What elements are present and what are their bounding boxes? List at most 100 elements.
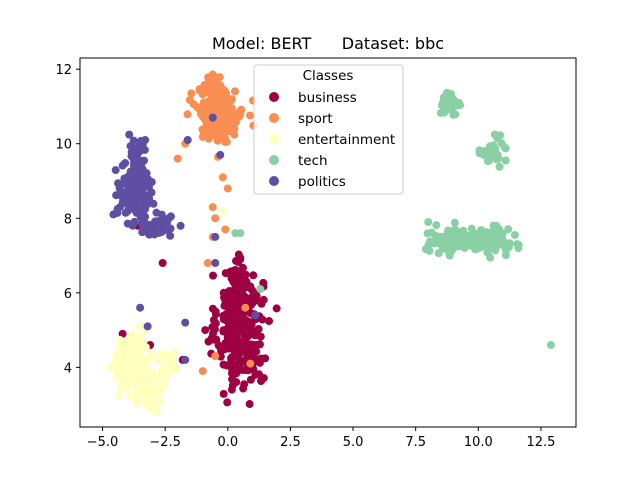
data-point-sport — [204, 76, 213, 85]
data-point-sport — [246, 359, 255, 368]
data-point-business — [221, 296, 230, 305]
data-point-business — [241, 334, 250, 343]
data-point-business — [244, 366, 253, 375]
data-point-entertainment — [168, 360, 177, 369]
data-point-politics — [181, 318, 190, 327]
data-point-business — [226, 304, 235, 313]
data-point-sport — [213, 136, 222, 145]
data-point-entertainment — [153, 374, 162, 383]
data-point-tech — [510, 230, 519, 239]
data-point-tech — [236, 229, 245, 238]
data-point-sport — [187, 89, 196, 98]
data-point-entertainment — [155, 396, 164, 405]
data-point-politics — [128, 186, 137, 195]
legend-marker-politics — [269, 176, 279, 186]
data-point-tech — [444, 226, 453, 235]
data-point-tech — [472, 239, 481, 248]
data-point-business — [251, 370, 260, 379]
data-point-sport — [235, 107, 244, 116]
data-point-business — [232, 287, 241, 296]
data-point-business — [259, 295, 268, 304]
data-point-business — [254, 325, 263, 334]
data-point-tech — [483, 230, 491, 239]
data-point-entertainment — [160, 380, 169, 389]
points-layer — [106, 70, 555, 416]
data-point-politics — [127, 152, 136, 161]
data-point-business — [252, 357, 261, 366]
data-point-business — [272, 304, 281, 313]
data-point-business — [265, 317, 274, 326]
data-point-entertainment — [140, 384, 149, 393]
legend-marker-business — [269, 92, 279, 102]
chart-title: Model: BERT Dataset: bbc — [212, 34, 444, 53]
data-point-entertainment — [123, 350, 132, 359]
x-tick-label: 7.5 — [405, 435, 426, 450]
data-point-tech — [493, 241, 502, 250]
data-point-entertainment — [136, 332, 145, 341]
data-point-sport — [204, 134, 213, 143]
data-point-sport — [217, 90, 226, 99]
data-point-politics — [140, 145, 149, 154]
data-point-tech — [443, 88, 452, 97]
data-point-business — [224, 343, 233, 352]
x-tick-label: 2.5 — [280, 435, 301, 450]
y-tick-label: 6 — [64, 287, 72, 302]
legend: Classes business sport entertainment tech po… — [253, 64, 404, 195]
data-point-tech — [493, 134, 502, 143]
data-point-entertainment — [152, 404, 161, 413]
data-point-tech — [426, 237, 435, 246]
data-point-tech — [443, 96, 452, 105]
data-point-business — [224, 323, 233, 332]
data-point-tech — [465, 239, 474, 248]
data-point-business — [243, 351, 252, 360]
data-point-business — [252, 291, 261, 300]
data-point-tech — [483, 248, 492, 257]
data-point-sport — [203, 125, 212, 134]
legend-title: Classes — [303, 68, 354, 84]
data-point-sport — [223, 184, 232, 193]
data-point-tech — [482, 239, 491, 248]
data-point-politics — [152, 223, 161, 232]
data-point-entertainment — [156, 350, 165, 359]
data-point-sport — [211, 352, 220, 361]
legend-entries: business sport entertainment tech politics — [269, 90, 395, 190]
x-tick-label: 5.0 — [343, 435, 364, 450]
data-point-entertainment — [115, 392, 124, 401]
data-point-politics — [141, 220, 150, 229]
legend-label-business: business — [298, 90, 357, 106]
x-tick-label: 10.0 — [464, 435, 493, 450]
data-point-entertainment — [132, 399, 141, 408]
data-point-sport — [203, 259, 212, 267]
data-point-tech — [436, 234, 445, 243]
data-point-entertainment — [132, 380, 141, 389]
data-point-politics — [135, 195, 144, 204]
data-point-business — [219, 389, 228, 398]
x-axis: −5.0 −2.5 0.0 2.5 5.0 7.5 10.0 12.5 — [87, 427, 555, 450]
data-point-business — [225, 286, 234, 295]
data-point-business — [249, 271, 258, 280]
data-point-business — [230, 363, 239, 372]
legend-label-politics: politics — [298, 174, 346, 190]
legend-label-sport: sport — [298, 111, 333, 127]
data-point-business — [223, 398, 232, 407]
data-point-business — [253, 340, 262, 349]
data-point-business — [239, 384, 248, 393]
data-point-tech — [450, 218, 459, 227]
data-point-politics — [143, 181, 152, 190]
data-point-politics — [165, 214, 174, 223]
data-point-politics — [216, 150, 225, 159]
data-point-tech — [501, 156, 510, 165]
data-point-entertainment — [120, 338, 129, 347]
data-point-politics — [211, 259, 220, 267]
data-point-business — [261, 354, 270, 363]
data-point-sport — [221, 137, 230, 146]
data-point-tech — [424, 218, 433, 226]
legend-label-tech: tech — [298, 153, 328, 169]
data-point-tech — [454, 98, 463, 107]
data-point-entertainment — [141, 359, 150, 368]
data-point-sport — [229, 112, 238, 121]
data-point-entertainment — [119, 366, 128, 375]
data-point-politics — [122, 187, 131, 196]
y-tick-label: 4 — [64, 361, 72, 376]
legend-marker-sport — [269, 113, 279, 123]
